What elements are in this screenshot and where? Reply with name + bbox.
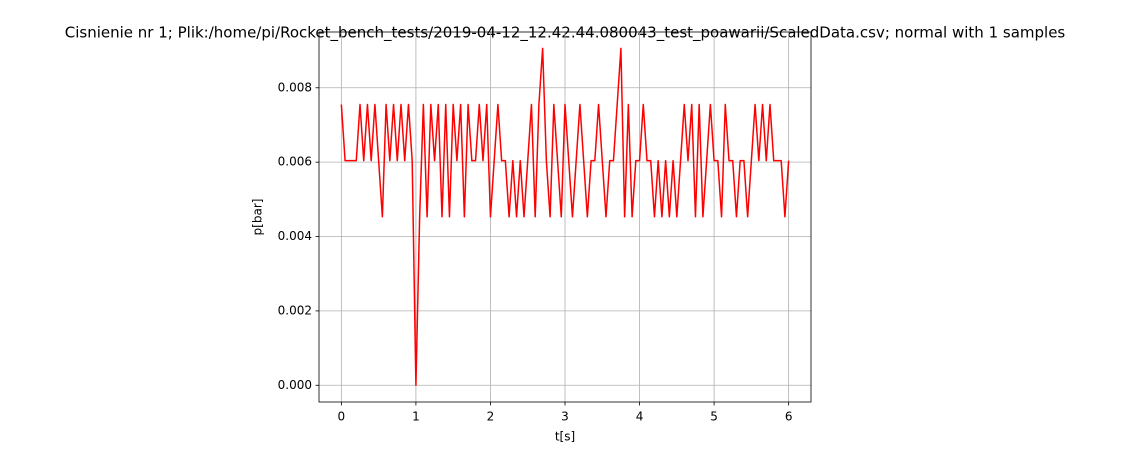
x-tick-label: 5 [710,410,718,424]
y-tick-label: 0.004 [278,229,312,243]
y-axis-label: p[bar] [251,199,265,236]
x-axis-label: t[s] [555,430,575,444]
y-tick-label: 0.006 [278,155,312,169]
x-tick-label: 6 [785,410,793,424]
x-tick-label: 0 [338,410,346,424]
axes-frame [318,31,812,403]
y-tick-label: 0.008 [278,80,312,94]
x-tick-label: 3 [561,410,569,424]
x-tick-label: 1 [412,410,420,424]
y-tick-label: 0.002 [278,303,312,317]
x-tick-label: 4 [636,410,644,424]
x-tick-label: 2 [487,410,495,424]
data-line [340,47,790,387]
y-tick-label: 0.000 [278,378,312,392]
